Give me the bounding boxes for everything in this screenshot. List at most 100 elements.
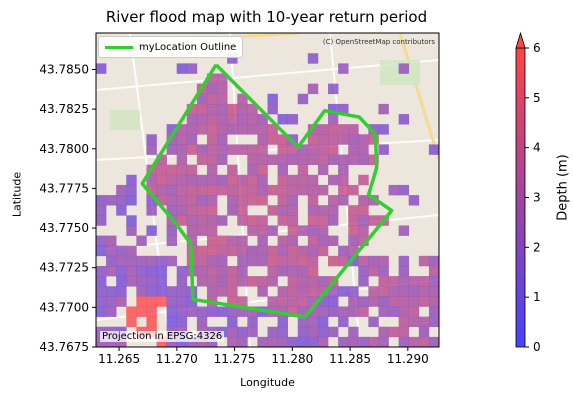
depth-cell bbox=[398, 265, 410, 277]
depth-cell bbox=[206, 73, 218, 84]
depth-cell bbox=[156, 296, 167, 307]
depth-cell bbox=[418, 316, 430, 328]
depth-cell bbox=[217, 184, 228, 196]
depth-cell bbox=[196, 316, 208, 328]
depth-cell bbox=[116, 255, 127, 267]
depth-cell bbox=[297, 276, 309, 287]
depth-cell bbox=[368, 296, 379, 307]
colorbar-label: Depth (m) bbox=[555, 154, 571, 221]
depth-cell bbox=[227, 306, 238, 317]
depth-cell bbox=[237, 195, 248, 206]
depth-cell bbox=[237, 255, 248, 267]
depth-cell bbox=[267, 103, 278, 115]
depth-cell bbox=[176, 144, 188, 155]
depth-cell bbox=[156, 286, 167, 297]
depth-cell bbox=[348, 215, 359, 226]
depth-cell bbox=[307, 245, 319, 257]
depth-cell bbox=[257, 225, 268, 236]
depth-cell bbox=[227, 205, 238, 216]
depth-cell bbox=[257, 235, 268, 247]
depth-cell bbox=[196, 245, 208, 257]
depth-cell bbox=[96, 306, 107, 317]
depth-cell bbox=[307, 306, 319, 317]
depth-cell bbox=[287, 336, 299, 347]
depth-cell bbox=[166, 205, 178, 216]
depth-cell bbox=[227, 276, 238, 287]
depth-cell bbox=[156, 265, 167, 277]
depth-cell bbox=[247, 316, 258, 328]
depth-cell bbox=[307, 255, 319, 267]
depth-cell bbox=[297, 265, 309, 277]
depth-cell bbox=[196, 184, 208, 196]
depth-cell bbox=[277, 265, 288, 277]
depth-cell bbox=[237, 124, 248, 135]
depth-cell bbox=[196, 195, 208, 206]
projection-note: Projection in EPSG:4326 bbox=[100, 331, 225, 342]
depth-cell bbox=[257, 336, 268, 347]
depth-cell bbox=[106, 286, 117, 297]
depth-cell bbox=[297, 306, 309, 317]
depth-cell bbox=[237, 296, 248, 307]
depth-cell bbox=[317, 124, 329, 135]
depth-cell bbox=[307, 276, 319, 287]
depth-cell bbox=[287, 276, 299, 287]
depth-cell bbox=[247, 255, 258, 267]
depth-cell bbox=[126, 174, 137, 186]
depth-cell bbox=[206, 164, 218, 176]
depth-cell bbox=[277, 326, 288, 338]
depth-cell bbox=[358, 225, 369, 236]
depth-cell bbox=[277, 205, 288, 216]
depth-cell bbox=[328, 235, 339, 247]
depth-cell bbox=[378, 103, 389, 115]
colorbar-tick-label: 1 bbox=[533, 290, 541, 304]
depth-cell bbox=[237, 174, 248, 186]
depth-cell bbox=[166, 134, 178, 145]
depth-cell bbox=[328, 255, 339, 267]
depth-cell bbox=[338, 164, 349, 176]
depth-cell bbox=[297, 296, 309, 307]
depth-cell bbox=[277, 154, 288, 165]
depth-cell bbox=[358, 276, 369, 287]
depth-cell bbox=[136, 286, 147, 297]
depth-cell bbox=[378, 265, 389, 277]
depth-cell bbox=[408, 296, 420, 307]
depth-cell bbox=[217, 255, 228, 267]
depth-cell bbox=[398, 306, 410, 317]
depth-cell bbox=[196, 93, 208, 105]
depth-cell bbox=[206, 154, 218, 165]
depth-cell bbox=[338, 63, 349, 74]
depth-cell bbox=[297, 93, 309, 105]
depth-cell bbox=[378, 276, 389, 287]
depth-cell bbox=[297, 336, 309, 347]
depth-cell bbox=[237, 215, 248, 226]
depth-cell bbox=[186, 114, 198, 125]
depth-cell bbox=[176, 306, 188, 317]
depth-cell bbox=[317, 144, 329, 155]
depth-cell bbox=[217, 265, 228, 277]
depth-cell bbox=[307, 286, 319, 297]
depth-cell bbox=[277, 336, 288, 347]
depth-cell bbox=[358, 174, 369, 186]
depth-cell bbox=[146, 144, 157, 155]
depth-cell bbox=[287, 235, 299, 247]
depth-cell bbox=[196, 215, 208, 226]
depth-cell bbox=[217, 306, 228, 317]
depth-cell bbox=[378, 255, 389, 267]
depth-cell bbox=[146, 276, 157, 287]
depth-cell bbox=[398, 225, 410, 236]
depth-cell bbox=[206, 114, 218, 125]
depth-cell bbox=[116, 184, 127, 196]
depth-cell bbox=[106, 195, 117, 206]
depth-cell bbox=[227, 124, 238, 135]
depth-cell bbox=[156, 174, 167, 186]
depth-cell bbox=[418, 336, 430, 347]
depth-cell bbox=[257, 124, 268, 135]
depth-cell bbox=[166, 306, 178, 317]
depth-cell bbox=[307, 195, 319, 206]
depth-cell bbox=[287, 144, 299, 155]
depth-cell bbox=[257, 164, 268, 176]
depth-cell bbox=[368, 286, 379, 297]
depth-cell bbox=[206, 83, 218, 95]
depth-cell bbox=[217, 215, 228, 226]
